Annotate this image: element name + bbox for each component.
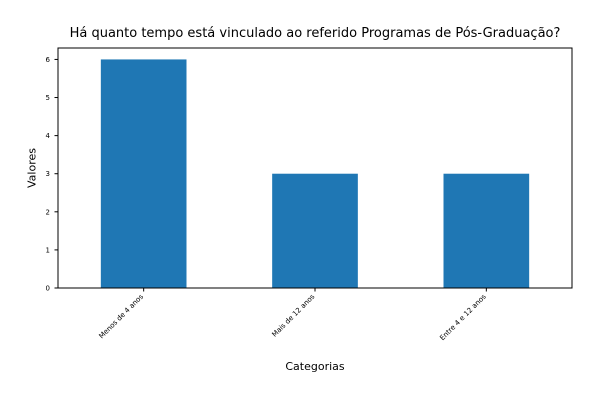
y-axis: 0 1 2 3 4 5 6 [46,56,58,293]
y-tick-label: 2 [46,208,50,216]
x-tick-label: Mais de 12 anos [271,293,317,339]
y-tick-label: 4 [46,132,51,140]
plot-frame [57,47,573,289]
bar-3 [443,173,530,288]
x-axis: Menos de 4 anos Mais de 12 anos Entre 4 e … [98,288,488,342]
y-tick-label: 5 [46,94,50,102]
x-axis-label: Categorias [285,360,345,373]
x-tick-label: Menos de 4 anos [98,293,146,341]
bars-group [100,59,530,289]
bar-2 [272,173,358,288]
chart-title: Há quanto tempo está vinculado ao referi… [69,26,561,41]
bar-1 [100,59,187,289]
y-tick-label: 6 [46,56,51,64]
y-tick-label: 0 [46,285,50,293]
x-tick-label: Entre 4 e 12 anos [438,293,488,343]
y-tick-label: 3 [46,170,50,178]
y-tick-label: 1 [46,246,50,254]
